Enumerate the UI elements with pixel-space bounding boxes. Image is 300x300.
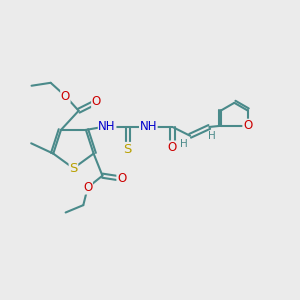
Text: NH: NH — [98, 121, 116, 134]
Text: S: S — [69, 162, 78, 175]
Text: O: O — [243, 119, 252, 132]
Text: S: S — [124, 142, 132, 155]
Text: H: H — [180, 139, 188, 149]
Text: O: O — [92, 95, 101, 108]
Text: O: O — [61, 89, 70, 103]
Text: O: O — [168, 141, 177, 154]
Text: NH: NH — [140, 121, 157, 134]
Text: O: O — [117, 172, 126, 185]
Text: H: H — [208, 131, 216, 141]
Text: O: O — [83, 181, 92, 194]
